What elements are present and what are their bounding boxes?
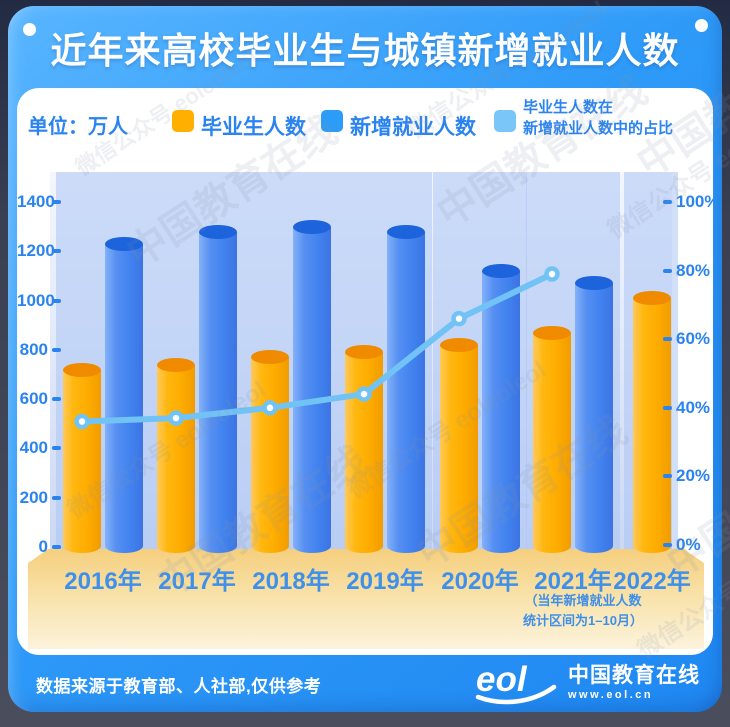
chart-panel: 单位：万人 毕业生人数 新增就业人数 毕业生人数在 新增就业人数中的占比 140…	[17, 88, 713, 655]
blue-bar	[482, 271, 520, 553]
x-axis-label: 2019年	[346, 568, 424, 595]
orange-bar	[345, 352, 383, 553]
x-axis-label: 2021年	[534, 568, 612, 595]
legend-swatch-new-jobs	[321, 110, 343, 132]
right-axis-tick-label: 60%	[676, 329, 711, 349]
eol-logo-swoosh	[475, 684, 557, 705]
note-line2: 统计区间为1–10月）	[523, 613, 643, 628]
blue-bar	[105, 243, 143, 553]
orange-bar	[157, 364, 195, 553]
x-axis-label: 2017年	[158, 568, 236, 595]
orange-bar	[440, 344, 478, 553]
legend-swatch-ratio	[494, 110, 516, 132]
unit-label: 单位：万人	[28, 116, 128, 138]
orange-bar	[251, 357, 289, 553]
legend-swatch-graduates	[172, 110, 194, 132]
right-axis-tick-mark	[663, 405, 672, 410]
left-axis-tick-mark	[52, 545, 61, 549]
brand-block: eol 中国教育在线 www.eol.cn	[474, 660, 700, 706]
blue-bar-top-icon	[199, 224, 237, 239]
orange-bar-top-icon	[440, 337, 478, 352]
legend-label-ratio: 毕业生人数在 新增就业人数中的占比	[523, 97, 673, 139]
x-axis-label: 2018年	[252, 568, 330, 595]
left-axis-tick-label: 400	[19, 438, 48, 458]
page-title: 近年来高校毕业生与城镇新增就业人数	[50, 30, 680, 71]
legend-label-graduates: 毕业生人数	[201, 116, 306, 139]
blue-card: 近年来高校毕业生与城镇新增就业人数 单位：万人 毕业生人数 新增就业人数 毕业生…	[8, 6, 722, 712]
left-axis-tick-label: 600	[19, 389, 48, 409]
left-axis-tick-label: 1400	[17, 192, 55, 211]
brand-site: www.eol.cn	[568, 689, 654, 701]
orange-bar-top-icon	[157, 357, 195, 372]
eol-logo-text: eol	[476, 660, 528, 699]
legend-label-ratio-line1: 毕业生人数在	[523, 99, 614, 116]
left-axis-tick-label: 200	[19, 487, 48, 507]
right-axis-tick-mark	[663, 474, 672, 479]
corner-dot-icon	[23, 23, 36, 36]
left-axis-tick-mark	[52, 347, 61, 352]
blue-bar-top-icon	[482, 264, 520, 278]
orange-bar	[533, 332, 571, 553]
x-axis-label: 2020年	[441, 568, 519, 595]
right-axis-tick-mark	[663, 337, 672, 342]
right-axis-tick-label: 80%	[676, 260, 711, 280]
brand-name: 中国教育在线	[568, 664, 700, 687]
blue-bar-top-icon	[575, 276, 613, 291]
corner-dot-icon	[695, 19, 708, 32]
left-axis-tick-mark	[52, 298, 61, 303]
legend-label-new-jobs: 新增就业人数	[350, 116, 476, 139]
data-source-text: 数据来源于教育部、人社部,仅供参考	[36, 677, 322, 696]
right-axis-tick-mark	[663, 543, 672, 547]
left-axis-tick-mark	[52, 495, 61, 500]
x-axis-label: 2022年	[613, 568, 691, 595]
blue-bar	[575, 283, 613, 553]
chart-floor	[28, 549, 704, 649]
orange-bar-top-icon	[633, 291, 671, 306]
left-axis-tick-mark	[52, 200, 61, 204]
blue-bar	[293, 226, 331, 553]
right-axis-tick-label: 20%	[676, 466, 711, 486]
blue-bar-top-icon	[387, 224, 425, 239]
note-2021: （当年新增就业人数 统计区间为1–10月）	[483, 591, 683, 631]
right-axis-tick-mark	[663, 200, 672, 204]
left-axis-tick-label: 1200	[17, 241, 55, 261]
left-axis-tick-mark	[52, 249, 61, 254]
eol-logo-icon: eol	[475, 660, 557, 705]
right-axis-tick-mark	[663, 268, 672, 273]
orange-bar-top-icon	[63, 362, 101, 377]
left-axis-tick-label: 0	[38, 537, 48, 556]
blue-bar-top-icon	[105, 236, 143, 251]
legend-label-ratio-line2: 新增就业人数中的占比	[523, 120, 674, 137]
left-axis-tick-label: 1000	[17, 290, 55, 310]
left-axis-tick-label: 800	[19, 339, 48, 359]
blue-bar	[387, 231, 425, 553]
note-line1: （当年新增就业人数	[524, 593, 642, 608]
orange-bar-top-icon	[533, 325, 571, 340]
x-axis-label: 2016年	[64, 568, 142, 595]
left-axis-tick-mark	[52, 446, 61, 451]
orange-bar	[63, 369, 101, 553]
blue-bar-top-icon	[293, 219, 331, 234]
left-axis-tick-mark	[52, 397, 61, 402]
blue-bar	[199, 231, 237, 553]
right-axis-tick-label: 40%	[676, 397, 711, 417]
right-axis-tick-label: 0%	[676, 535, 701, 554]
right-axis-tick-label: 100%	[676, 192, 713, 211]
